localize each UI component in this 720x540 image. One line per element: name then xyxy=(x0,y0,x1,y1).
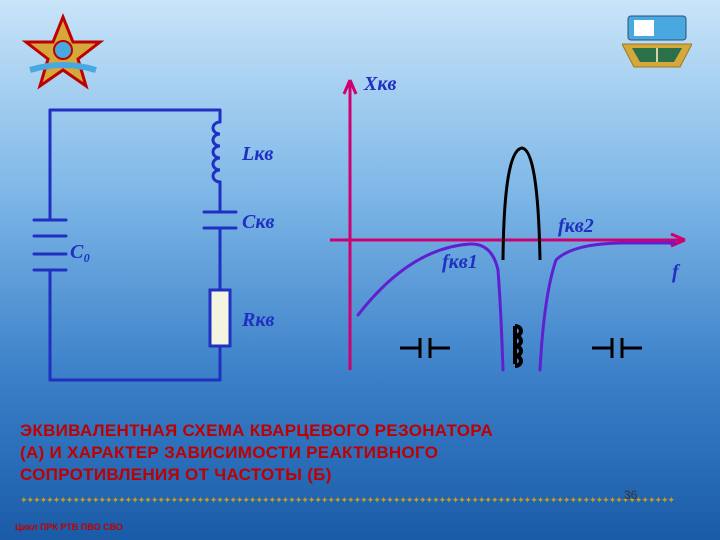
emblem-star-icon xyxy=(18,12,108,92)
reactance-graph: Xкв f fкв1 fкв2 xyxy=(320,60,700,390)
inductor-icon xyxy=(515,326,521,366)
footer-text: Цикл ПРК РТВ ПВО СВО xyxy=(15,522,123,532)
caption-line1: ЭКВИВАЛЕНТНАЯ СХЕМА КВАРЦЕВОГО РЕЗОНАТОР… xyxy=(20,420,493,442)
caption-line3: СОПРОТИВЛЕНИЯ ОТ ЧАСТОТЫ (Б) xyxy=(20,464,493,486)
cap-icon-left xyxy=(400,338,450,358)
label-fkv1: fкв1 xyxy=(442,251,478,273)
page-number: 36 xyxy=(624,488,637,502)
label-lkv: Lкв xyxy=(241,143,273,165)
label-xkv: Xкв xyxy=(363,73,396,95)
decor-border: ✦✦✦✦✦✦✦✦✦✦✦✦✦✦✦✦✦✦✦✦✦✦✦✦✦✦✦✦✦✦✦✦✦✦✦✦✦✦✦✦… xyxy=(20,495,700,506)
label-fkv2: fкв2 xyxy=(558,215,594,237)
caption: ЭКВИВАЛЕНТНАЯ СХЕМА КВАРЦЕВОГО РЕЗОНАТОР… xyxy=(20,420,493,486)
label-f: f xyxy=(672,261,681,283)
circuit-diagram: C₀ Lкв Cкв Rкв xyxy=(20,90,300,400)
label-rkv: Rкв xyxy=(241,309,274,331)
cap-icon-right xyxy=(592,338,642,358)
label-c0: C₀ xyxy=(70,241,90,263)
label-ckv: Cкв xyxy=(242,211,274,233)
caption-line2: (А) И ХАРАКТЕР ЗАВИСИМОСТИ РЕАКТИВНОГО xyxy=(20,442,493,464)
slide: C₀ Lкв Cкв Rкв Xкв f fкв1 fкв2 xyxy=(0,0,720,540)
